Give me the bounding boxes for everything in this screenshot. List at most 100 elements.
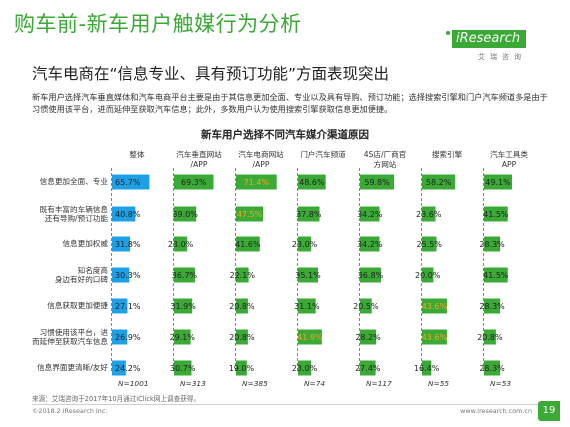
column-baseline: [235, 168, 236, 371]
sample-size: N=55: [428, 379, 450, 388]
bar: [484, 206, 508, 222]
value-label: 20.8%: [477, 333, 503, 342]
bar: [236, 329, 248, 345]
value-label: 26.9%: [115, 333, 141, 342]
value-label: 27.4%: [355, 364, 381, 373]
value-label: 19.0%: [229, 364, 255, 373]
source-note: 来源：艾瑞咨询于2017年10月通过iClick网上调查获得。: [32, 395, 200, 403]
column-header: 4S店/厂商官 方网站: [363, 150, 407, 169]
sample-size: N=74: [304, 379, 326, 388]
value-label: 39.0%: [172, 210, 198, 219]
column-baseline: [421, 168, 422, 371]
bar: [174, 298, 193, 314]
value-label: 31.8%: [115, 240, 141, 249]
value-label: 41.9%: [297, 333, 323, 342]
value-label: 20.5%: [353, 302, 379, 311]
value-label: 34.2%: [357, 240, 383, 249]
column-header: 整体: [129, 150, 145, 159]
value-label: 37.8%: [296, 210, 322, 219]
iresearch-logo: iResearch 艾瑞咨询: [446, 30, 552, 70]
bar: [298, 206, 320, 222]
bar: [422, 329, 447, 345]
column-baseline: [359, 168, 360, 371]
value-label: 43.6%: [422, 333, 448, 342]
sample-size: N=385: [242, 379, 268, 388]
column-header: 汽车垂直网站/APP: [176, 150, 222, 169]
sample-size: N=1001: [118, 379, 149, 388]
value-label: 35.1%: [295, 271, 321, 280]
value-label: 65.7%: [115, 178, 141, 187]
bar: [360, 236, 380, 252]
bar: [174, 267, 195, 283]
logo-dot-icon: [446, 31, 450, 35]
bar: [298, 236, 312, 252]
value-label: 28.2%: [355, 333, 381, 342]
value-label: 41.5%: [483, 271, 509, 280]
row-label: 信息获取更加便捷: [47, 301, 108, 311]
page-subtitle: 汽车电商在“信息专业、具有预订功能”方面表现突出: [32, 65, 390, 83]
bar: [236, 298, 248, 314]
column-baseline: [483, 168, 484, 371]
bar: [298, 329, 322, 345]
bar: [236, 206, 264, 222]
bar: [112, 206, 136, 222]
column-header: 搜索引擎: [431, 150, 463, 159]
bar: [360, 206, 380, 222]
bar: [112, 267, 130, 283]
bar: [484, 298, 501, 314]
bar: [298, 174, 326, 190]
bar: [174, 206, 197, 222]
column-baseline: [297, 168, 298, 371]
value-label: 16.4%: [414, 364, 440, 373]
bar: [360, 267, 381, 283]
column-header: 汽车电商网站/APP: [238, 150, 284, 169]
value-label: 31.9%: [170, 302, 196, 311]
value-label: 28.3%: [479, 302, 505, 311]
bar: [422, 236, 437, 252]
value-label: 20.8%: [229, 302, 255, 311]
value-label: 29.1%: [170, 333, 196, 342]
value-label: 59.8%: [364, 178, 390, 187]
bar: [174, 174, 214, 190]
bar: [298, 360, 312, 376]
bar: [360, 174, 395, 190]
value-label: 36.7%: [172, 271, 198, 280]
bar: [484, 174, 512, 190]
bar: [484, 267, 508, 283]
bar: [422, 267, 434, 283]
website-text: www.iresearch.com.cn: [460, 407, 532, 415]
page-number: 19: [538, 401, 560, 421]
value-label: 30.3%: [115, 271, 141, 280]
column-header: 门户汽车频道: [300, 150, 346, 159]
value-label: 27.1%: [115, 302, 141, 311]
value-label: 23.6%: [416, 210, 442, 219]
copyright-text: ©2018.2 iResearch Inc.: [32, 407, 108, 415]
value-label: 41.5%: [483, 210, 509, 219]
column-baseline: [111, 168, 112, 371]
value-label: 23.0%: [292, 240, 318, 249]
row-label: 信息更加全面、专业: [39, 177, 108, 187]
bar: [236, 360, 247, 376]
bar: [112, 329, 128, 345]
value-label: 49.1%: [485, 178, 511, 187]
row-label: 信息更加权威: [62, 239, 108, 249]
value-label: 43.6%: [422, 302, 448, 311]
value-label: 28.3%: [479, 364, 505, 373]
column-header: 汽车工具类 APP: [490, 150, 528, 169]
footer-divider: [32, 404, 542, 405]
row-label: 既有丰富的车辆信息 还有导购/预订功能: [39, 204, 108, 224]
bar: [174, 236, 188, 252]
value-label: 28.3%: [479, 240, 505, 249]
bar: [360, 329, 377, 345]
value-label: 31.1%: [294, 302, 320, 311]
value-label: 47.5%: [237, 210, 263, 219]
value-label: 40.8%: [115, 210, 141, 219]
value-label: 36.8%: [358, 271, 384, 280]
value-label: 20.8%: [229, 333, 255, 342]
bar: [360, 360, 376, 376]
row-label: 知名度高 身边有好的口碑: [54, 265, 108, 285]
bar: [112, 298, 128, 314]
value-label: 69.3%: [181, 178, 207, 187]
row-label: 信息界面更清晰/友好: [37, 363, 108, 373]
